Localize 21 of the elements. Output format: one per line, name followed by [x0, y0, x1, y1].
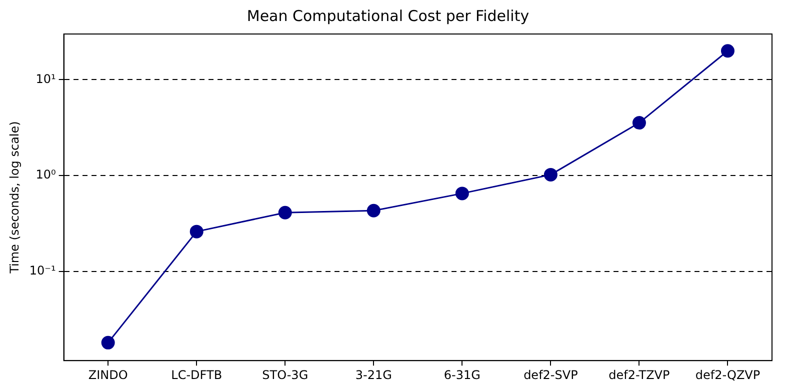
x-tick-label: STO-3G [262, 368, 308, 382]
x-tick-label: def2-TZVP [608, 368, 670, 382]
x-tick-label: ZINDO [88, 368, 128, 382]
point [278, 206, 292, 220]
x-tick-label: def2-QZVP [695, 368, 760, 382]
x-tick-label: LC-DFTB [171, 368, 222, 382]
chart-title: Mean Computational Cost per Fidelity [246, 6, 530, 25]
y-axis-title: Time (seconds, log scale) [7, 121, 22, 274]
point [366, 204, 380, 218]
x-tick-label: 3-21G [355, 368, 392, 382]
x-tick-label: 6-31G [444, 368, 480, 382]
point [544, 168, 558, 182]
y-tick-label: 10⁻¹ [29, 263, 56, 278]
point [632, 116, 646, 130]
point [101, 336, 115, 350]
point [190, 224, 204, 238]
x-tick-label: def2-SVP [524, 368, 578, 382]
point [720, 44, 734, 58]
y-tick-label: 10¹ [36, 72, 56, 86]
point [455, 186, 469, 200]
y-tick-label: 10⁰ [36, 168, 56, 182]
